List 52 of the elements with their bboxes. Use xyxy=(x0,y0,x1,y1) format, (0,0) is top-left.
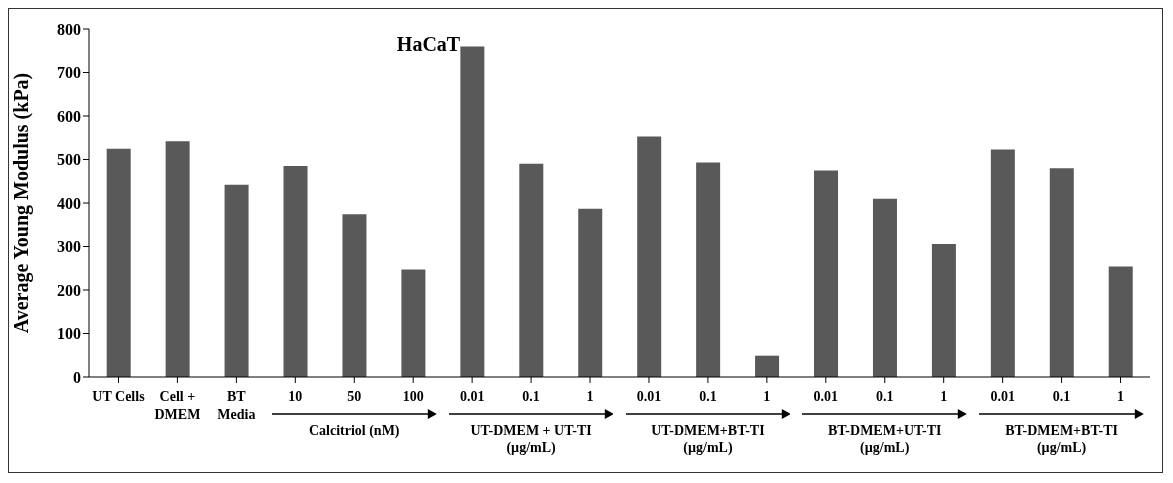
bar xyxy=(401,269,426,377)
x-tick-label: 10 xyxy=(288,389,303,404)
bar xyxy=(106,148,131,377)
bar xyxy=(224,184,249,377)
y-tick-label: 100 xyxy=(57,325,81,343)
y-tick-label: 400 xyxy=(57,194,81,212)
x-tick-label: BT Media xyxy=(217,389,256,422)
bar xyxy=(283,166,308,377)
bar xyxy=(578,208,603,377)
x-tick-label: 0.01 xyxy=(459,389,485,404)
text: UT-DMEM+BT-TI (µg/mL) xyxy=(650,422,766,456)
x-tick-label: 0.01 xyxy=(813,389,839,404)
x-tick-label: 0.01 xyxy=(990,389,1015,404)
x-tick-label: 1 xyxy=(940,389,948,404)
bar xyxy=(814,170,839,377)
bar xyxy=(460,46,485,377)
bar xyxy=(342,214,367,377)
bar xyxy=(755,355,780,377)
bar xyxy=(637,136,662,377)
text: UT-DMEM + UT-TI (µg/mL) xyxy=(469,422,593,456)
x-tick-label: 0.1 xyxy=(876,389,894,404)
y-tick-label: 0 xyxy=(73,368,81,386)
x-tick-label: 0.1 xyxy=(1052,389,1071,404)
text: BT-DMEM+BT-TI (µg/mL) xyxy=(1004,422,1119,456)
bar xyxy=(165,141,190,377)
x-tick-label: 1 xyxy=(763,389,771,404)
x-tick-label: 1 xyxy=(586,389,594,404)
bar xyxy=(1049,168,1074,377)
text: Calcitriol (nM) xyxy=(307,422,401,439)
x-tick-label: 0.01 xyxy=(636,389,662,404)
x-tick-label: 50 xyxy=(347,389,362,404)
x-tick-label: Cell + DMEM xyxy=(154,389,201,422)
bar xyxy=(990,149,1015,377)
x-tick-label: 100 xyxy=(402,389,424,404)
bar xyxy=(696,162,721,377)
y-tick-label: 800 xyxy=(57,20,81,38)
y-tick-label: 700 xyxy=(57,64,81,82)
bar xyxy=(1108,266,1133,377)
bar xyxy=(872,198,897,377)
y-tick-label: 600 xyxy=(57,107,81,125)
y-tick-label: 200 xyxy=(57,281,81,299)
bar xyxy=(519,163,544,377)
chart-title: HaCaT xyxy=(395,33,462,56)
text: BT-DMEM+UT-TI (µg/mL) xyxy=(826,422,943,456)
x-tick-label: 0.1 xyxy=(522,389,540,404)
y-tick-label: 300 xyxy=(57,238,81,256)
y-tick-label: 500 xyxy=(57,151,81,169)
y-axis-title: Average Young Modulus (kPa) xyxy=(10,72,34,334)
x-tick-label: UT Cells xyxy=(92,389,146,404)
x-tick-label: 1 xyxy=(1117,389,1125,404)
bar xyxy=(931,243,956,377)
x-tick-label: 0.1 xyxy=(699,389,717,404)
